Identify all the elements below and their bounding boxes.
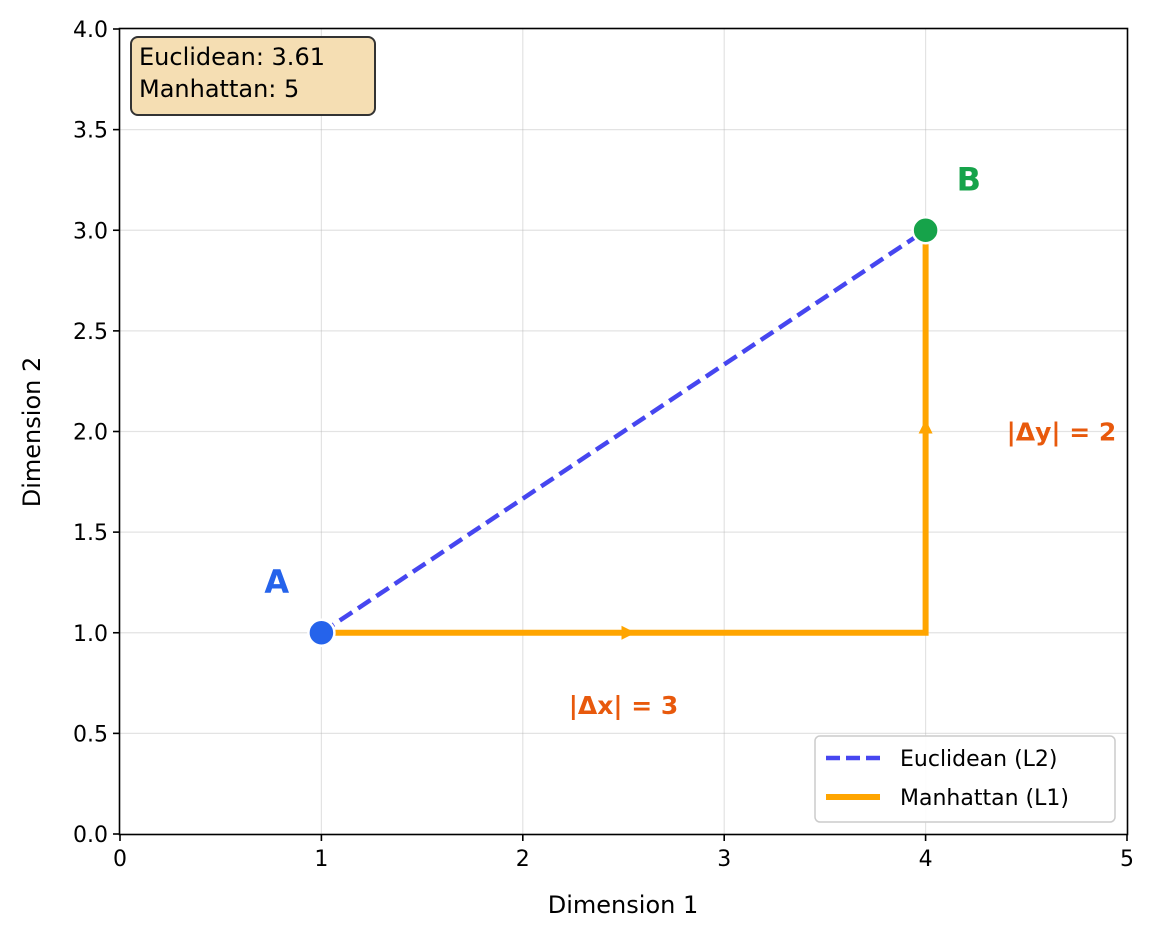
- y-tick-label-5: 2.5: [73, 320, 108, 345]
- delta-x-label: |Δx| = 3: [569, 691, 679, 720]
- series-euclidean-line: [320, 228, 927, 635]
- info-box-background: [130, 36, 376, 116]
- y-tick-label-7: 3.5: [73, 119, 108, 144]
- manhattan-arrow-horizontal: [621, 625, 636, 640]
- x-tick-label-4: 4: [919, 847, 933, 872]
- point-b-marker: [911, 216, 940, 245]
- info-box: Euclidean: 3.61 Manhattan: 5: [130, 36, 376, 116]
- delta-y-label: |Δy| = 2: [1007, 418, 1117, 447]
- y-tick-label-4: 2.0: [73, 421, 108, 446]
- y-axis-label: Dimension 2: [18, 357, 46, 507]
- grid: [120, 29, 1127, 834]
- axis-ticks: 0 1 2 3 4 5 0.0 0.5 1.0 1.5 2.0 2.5 3.0 3.5 4.0: [73, 18, 1134, 872]
- y-tick-label-1: 0.5: [73, 722, 108, 747]
- legend-label-euclidean: Euclidean (L2): [900, 747, 1058, 772]
- legend: Euclidean (L2) Manhattan (L1): [814, 735, 1116, 823]
- x-axis-label: Dimension 1: [548, 891, 698, 919]
- series-layer: [320, 228, 933, 640]
- legend-box: [814, 735, 1116, 823]
- point-a-marker: [307, 618, 336, 647]
- manhattan-arrow-vertical: [918, 419, 933, 434]
- point-a-label: A: [264, 563, 289, 601]
- x-tick-label-1: 1: [314, 847, 328, 872]
- y-tick-label-2: 1.0: [73, 622, 108, 647]
- points-layer: [307, 216, 940, 647]
- x-tick-label-0: 0: [113, 847, 127, 872]
- info-manhattan: Manhattan: 5: [139, 75, 299, 103]
- series-manhattan-path: [321, 230, 929, 636]
- point-b-label: B: [957, 160, 981, 198]
- info-euclidean: Euclidean: 3.61: [139, 43, 325, 71]
- y-tick-label-8: 4.0: [73, 18, 108, 43]
- x-tick-label-3: 3: [717, 847, 731, 872]
- x-tick-label-5: 5: [1120, 847, 1134, 872]
- y-tick-label-6: 3.0: [73, 219, 108, 244]
- legend-label-manhattan: Manhattan (L1): [900, 786, 1069, 811]
- y-tick-label-0: 0.0: [73, 823, 108, 848]
- x-tick-label-2: 2: [516, 847, 530, 872]
- y-tick-label-3: 1.5: [73, 521, 108, 546]
